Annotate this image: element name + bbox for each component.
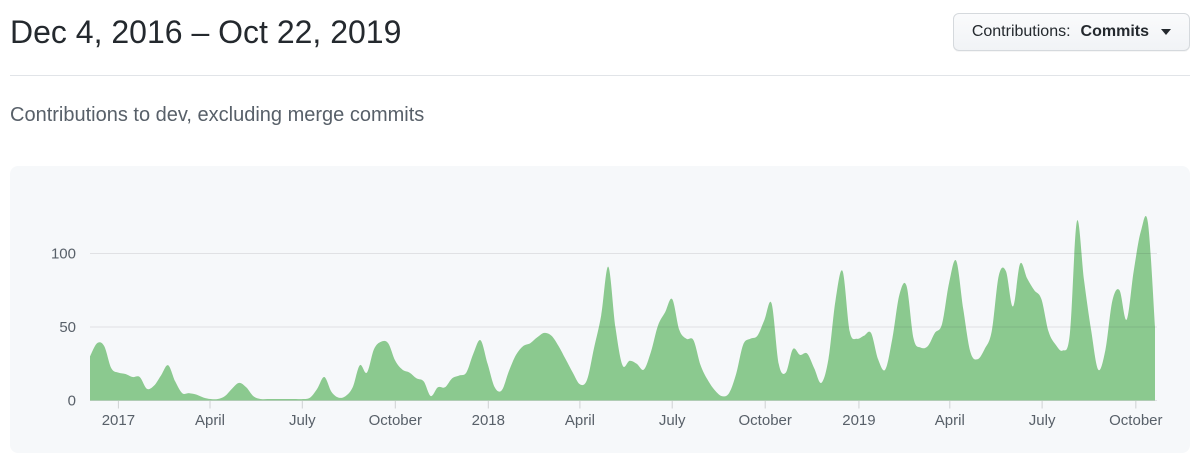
- x-tick-label: October: [1109, 412, 1162, 429]
- header-divider: [10, 75, 1190, 76]
- filter-prefix-label: Contributions:: [971, 23, 1071, 40]
- x-tick-label: July: [1029, 412, 1056, 429]
- dropdown-caret-icon: [1161, 29, 1171, 35]
- y-tick-label: 100: [51, 246, 76, 263]
- x-tick-label: April: [565, 412, 595, 429]
- contributions-area-chart: 0 50 100 2017 April July October 2018 April July O…: [51, 215, 1163, 429]
- x-tick-label: 2019: [842, 412, 875, 429]
- page-title: Dec 4, 2016 – Oct 22, 2019: [10, 14, 402, 50]
- x-tick-label: October: [739, 412, 792, 429]
- chart-description: Contributions to dev, excluding merge co…: [10, 104, 425, 126]
- x-tick-label: April: [195, 412, 225, 429]
- contributions-graph-panel: 0 50 100 2017 April July October 2018 April July O…: [10, 166, 1190, 453]
- chart-area: [90, 215, 1155, 401]
- x-tick-label: July: [659, 412, 686, 429]
- header: Dec 4, 2016 – Oct 22, 2019 Contributions…: [10, 0, 1190, 52]
- x-tick-label: April: [935, 412, 965, 429]
- x-tick-label: 2017: [102, 412, 135, 429]
- x-tick-label: October: [369, 412, 422, 429]
- y-tick-label: 0: [68, 393, 76, 410]
- contributions-filter-button[interactable]: Contributions: Commits: [952, 13, 1190, 51]
- y-tick-label: 50: [59, 319, 76, 336]
- filter-selected-value: Commits: [1080, 23, 1149, 40]
- x-tick-label: July: [289, 412, 316, 429]
- x-tick-label: 2018: [472, 412, 505, 429]
